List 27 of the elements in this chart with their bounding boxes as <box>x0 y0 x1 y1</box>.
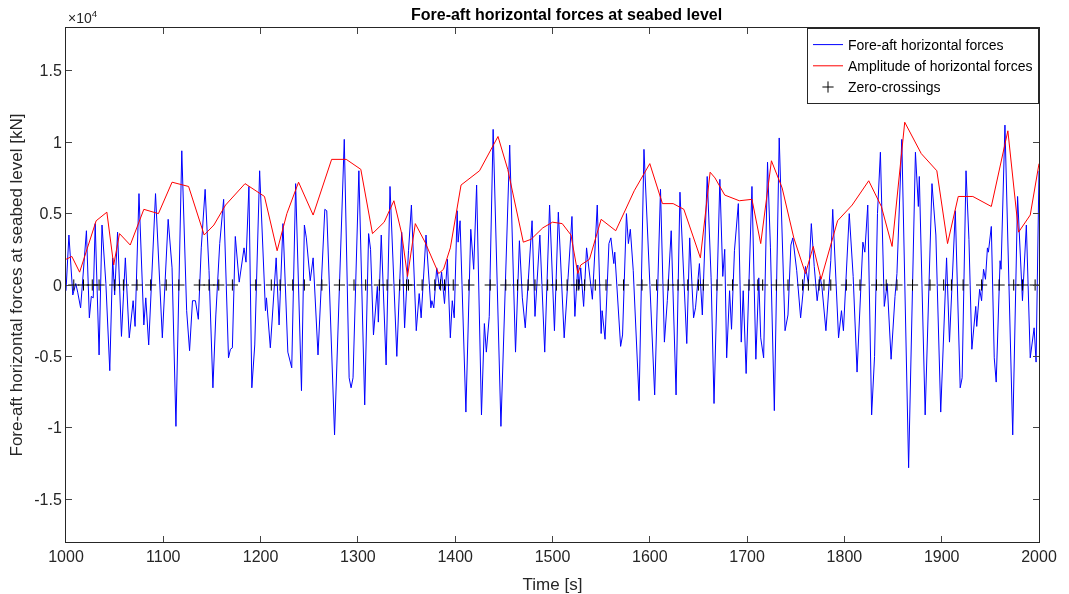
x-tick-label: 1900 <box>923 548 960 566</box>
x-tick-label: 2000 <box>1021 548 1057 566</box>
x-tick-label: 1000 <box>48 548 84 566</box>
y-axis-title: Fore-aft horizontal forces at seabed level [kN] <box>7 113 26 457</box>
y-tick-label: -1.5 <box>34 490 62 508</box>
x-tick-label: 1300 <box>340 548 376 566</box>
x-tick-label: 1500 <box>534 548 571 566</box>
text: ×10$^{4}$ <box>68 8 98 26</box>
x-tick-label: 1700 <box>729 548 765 566</box>
x-tick-label: 1400 <box>437 548 474 566</box>
y-tick-label: 0 <box>52 276 62 294</box>
y-tick-label: -0.5 <box>34 347 62 365</box>
y-tick-label: -1 <box>47 419 62 437</box>
y-tick-label: 1.5 <box>39 62 62 80</box>
x-axis-title: Time [s] <box>522 575 583 594</box>
chart-title: Fore-aft horizontal forces at seabed level <box>410 6 723 24</box>
legend-label: Fore-aft horizontal forces <box>848 37 1004 54</box>
y-tick-label: 1 <box>52 133 62 151</box>
y-tick-label: 0.5 <box>39 205 62 223</box>
x-tick-label: 1600 <box>632 548 668 566</box>
line-series <box>66 124 1039 469</box>
legend-label: Amplitude of horizontal forces <box>848 58 1033 75</box>
x-tick-label: 1100 <box>146 548 181 566</box>
line-series <box>66 121 1039 280</box>
x-tick-label: 1800 <box>826 548 863 566</box>
legend-label: Zero-crossings <box>848 79 941 96</box>
x-tick-label: 1200 <box>242 548 279 566</box>
